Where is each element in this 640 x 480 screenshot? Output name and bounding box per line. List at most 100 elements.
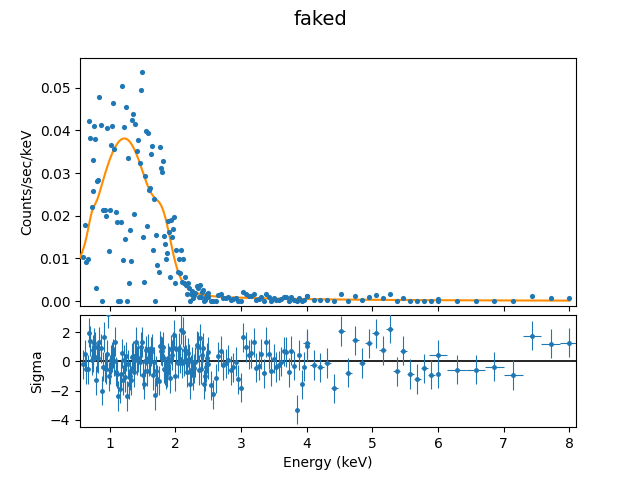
Point [154,268,164,276]
Point [130,120,140,128]
Point [196,288,207,296]
Point [274,296,284,303]
Point [108,99,118,107]
Point [100,212,111,219]
Point [261,290,271,298]
Point [104,247,114,254]
Y-axis label: Sigma: Sigma [30,349,44,393]
Point [124,279,134,287]
Point [470,297,481,305]
Point [86,203,97,211]
Point [191,283,202,290]
Point [133,136,143,144]
Point [186,290,196,298]
Point [181,281,191,289]
Point [185,297,195,305]
Point [234,297,244,305]
Point [116,82,127,89]
Point [172,268,182,276]
Text: faked: faked [293,10,347,29]
Point [269,294,279,302]
Point [97,297,107,305]
Point [236,297,246,305]
Point [134,159,145,167]
Point [164,228,174,236]
Point [246,292,256,300]
Point [84,117,94,124]
Point [141,127,151,135]
Point [336,290,346,298]
Point [201,293,211,301]
Point [122,297,132,305]
Point [329,297,339,305]
Point [289,296,299,304]
Point [266,297,276,304]
Point [94,93,104,101]
Point [223,293,234,300]
Point [95,121,106,129]
Point [115,218,125,226]
Point [218,294,228,302]
Point [105,206,115,214]
Point [146,150,156,158]
Point [198,286,208,294]
Point [88,156,99,164]
Point [159,232,169,240]
Point [350,292,360,300]
Point [162,250,172,257]
Point [129,210,140,217]
Point [107,122,117,130]
Point [102,124,112,132]
Point [357,296,367,304]
Point [208,297,218,305]
Point [405,297,415,305]
Point [412,297,422,305]
Point [301,292,312,300]
Point [131,39,141,47]
Point [489,297,499,305]
Point [106,141,116,149]
Point [180,273,190,281]
Point [165,273,175,281]
Point [118,123,129,131]
Point [228,295,239,303]
Point [173,255,184,263]
Point [426,297,436,305]
Point [143,129,153,137]
Point [308,296,319,304]
Point [147,142,157,150]
Point [148,246,158,254]
Point [187,288,197,295]
Point [184,284,195,292]
Point [136,68,147,75]
Point [118,256,128,264]
Point [81,258,92,265]
Point [125,227,135,234]
Point [202,290,212,298]
Point [100,206,110,214]
Point [175,269,185,277]
Point [169,213,179,221]
Point [291,297,301,305]
Point [299,296,309,304]
Point [172,247,182,254]
Point [99,43,109,51]
Point [508,297,518,305]
Point [152,262,163,269]
Point [89,123,99,131]
Point [221,294,231,301]
Point [188,294,198,301]
Point [127,116,138,124]
Point [140,173,150,180]
Point [199,297,209,305]
Point [205,297,216,305]
Point [156,164,166,172]
Point [139,278,149,286]
Point [296,297,307,305]
Point [195,281,205,289]
Point [203,293,213,300]
Point [170,279,180,287]
Point [301,292,312,300]
Point [253,295,264,303]
Point [294,294,304,301]
